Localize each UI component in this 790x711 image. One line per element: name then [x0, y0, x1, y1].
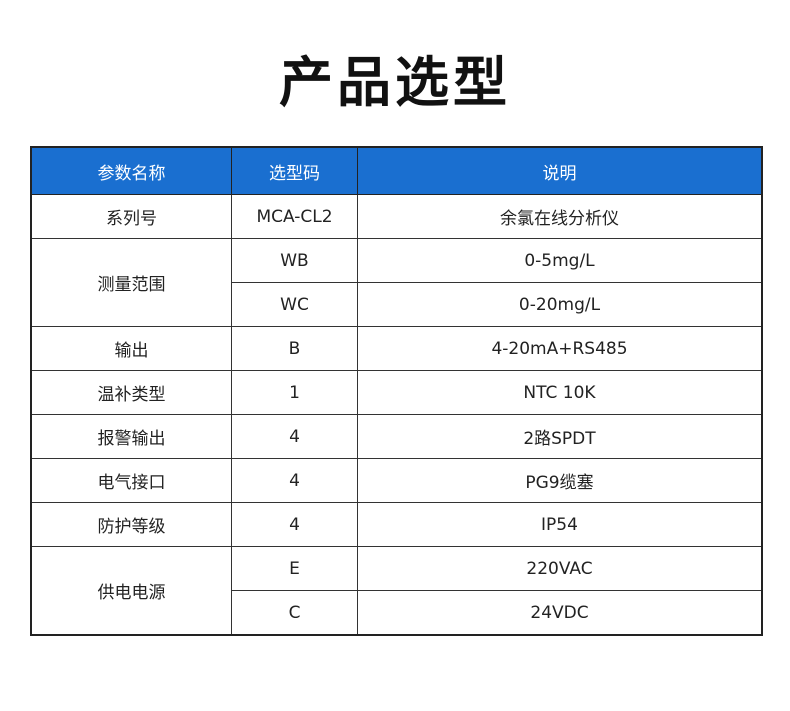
desc-cell: NTC 10K — [357, 370, 763, 415]
desc-cell: 4-20mA+RS485 — [357, 326, 763, 371]
param-cell: 输出 — [30, 326, 232, 371]
table-row: 防护等级 4 IP54 — [30, 502, 763, 547]
code-cell: MCA-CL2 — [231, 194, 358, 239]
table-row: 温补类型 1 NTC 10K — [30, 370, 763, 415]
table-row: 系列号 MCA-CL2 余氯在线分析仪 — [30, 194, 763, 239]
header-param: 参数名称 — [30, 146, 232, 195]
code-cell: 4 — [231, 414, 358, 459]
table-row: 电气接口 4 PG9缆塞 — [30, 458, 763, 503]
table-row: WC 0-20mg/L — [31, 282, 763, 327]
param-cell: 报警输出 — [30, 414, 232, 459]
table-header-row: 参数名称 选型码 说明 — [30, 146, 763, 195]
code-cell: WC — [231, 282, 358, 327]
code-cell: 1 — [231, 370, 358, 415]
code-cell: B — [231, 326, 358, 371]
desc-cell: 24VDC — [357, 590, 763, 636]
table-row: 测量范围 WB 0-5mg/L — [30, 238, 763, 327]
code-cell: C — [231, 590, 358, 636]
param-cell: 测量范围 — [30, 238, 232, 327]
param-cell: 供电电源 — [30, 546, 232, 636]
param-cell: 温补类型 — [30, 370, 232, 415]
table-row: 报警输出 4 2路SPDT — [30, 414, 763, 459]
desc-cell: IP54 — [357, 502, 763, 547]
table-row: 供电电源 E 220VAC — [30, 546, 763, 636]
code-cell: E — [231, 546, 358, 591]
desc-cell: 余氯在线分析仪 — [357, 194, 763, 239]
param-cell: 电气接口 — [30, 458, 232, 503]
param-cell: 防护等级 — [30, 502, 232, 547]
header-code: 选型码 — [231, 146, 358, 195]
param-cell: 系列号 — [30, 194, 232, 239]
code-cell: 4 — [231, 458, 358, 503]
product-selection-table: 参数名称 选型码 说明 系列号 MCA-CL2 余氯在线分析仪 测量范围 WB 0-5mg… — [30, 146, 763, 636]
table-row: C 24VDC — [31, 590, 763, 636]
code-cell: WB — [231, 238, 358, 283]
page-title: 产品选型 — [279, 51, 511, 114]
table-row: 输出 B 4-20mA+RS485 — [30, 326, 763, 371]
desc-cell: PG9缆塞 — [357, 458, 763, 503]
code-cell: 4 — [231, 502, 358, 547]
desc-cell: 0-5mg/L — [357, 238, 763, 283]
desc-cell: 2路SPDT — [357, 414, 763, 459]
desc-cell: 0-20mg/L — [357, 282, 763, 327]
desc-cell: 220VAC — [357, 546, 763, 591]
header-desc: 说明 — [357, 146, 763, 195]
